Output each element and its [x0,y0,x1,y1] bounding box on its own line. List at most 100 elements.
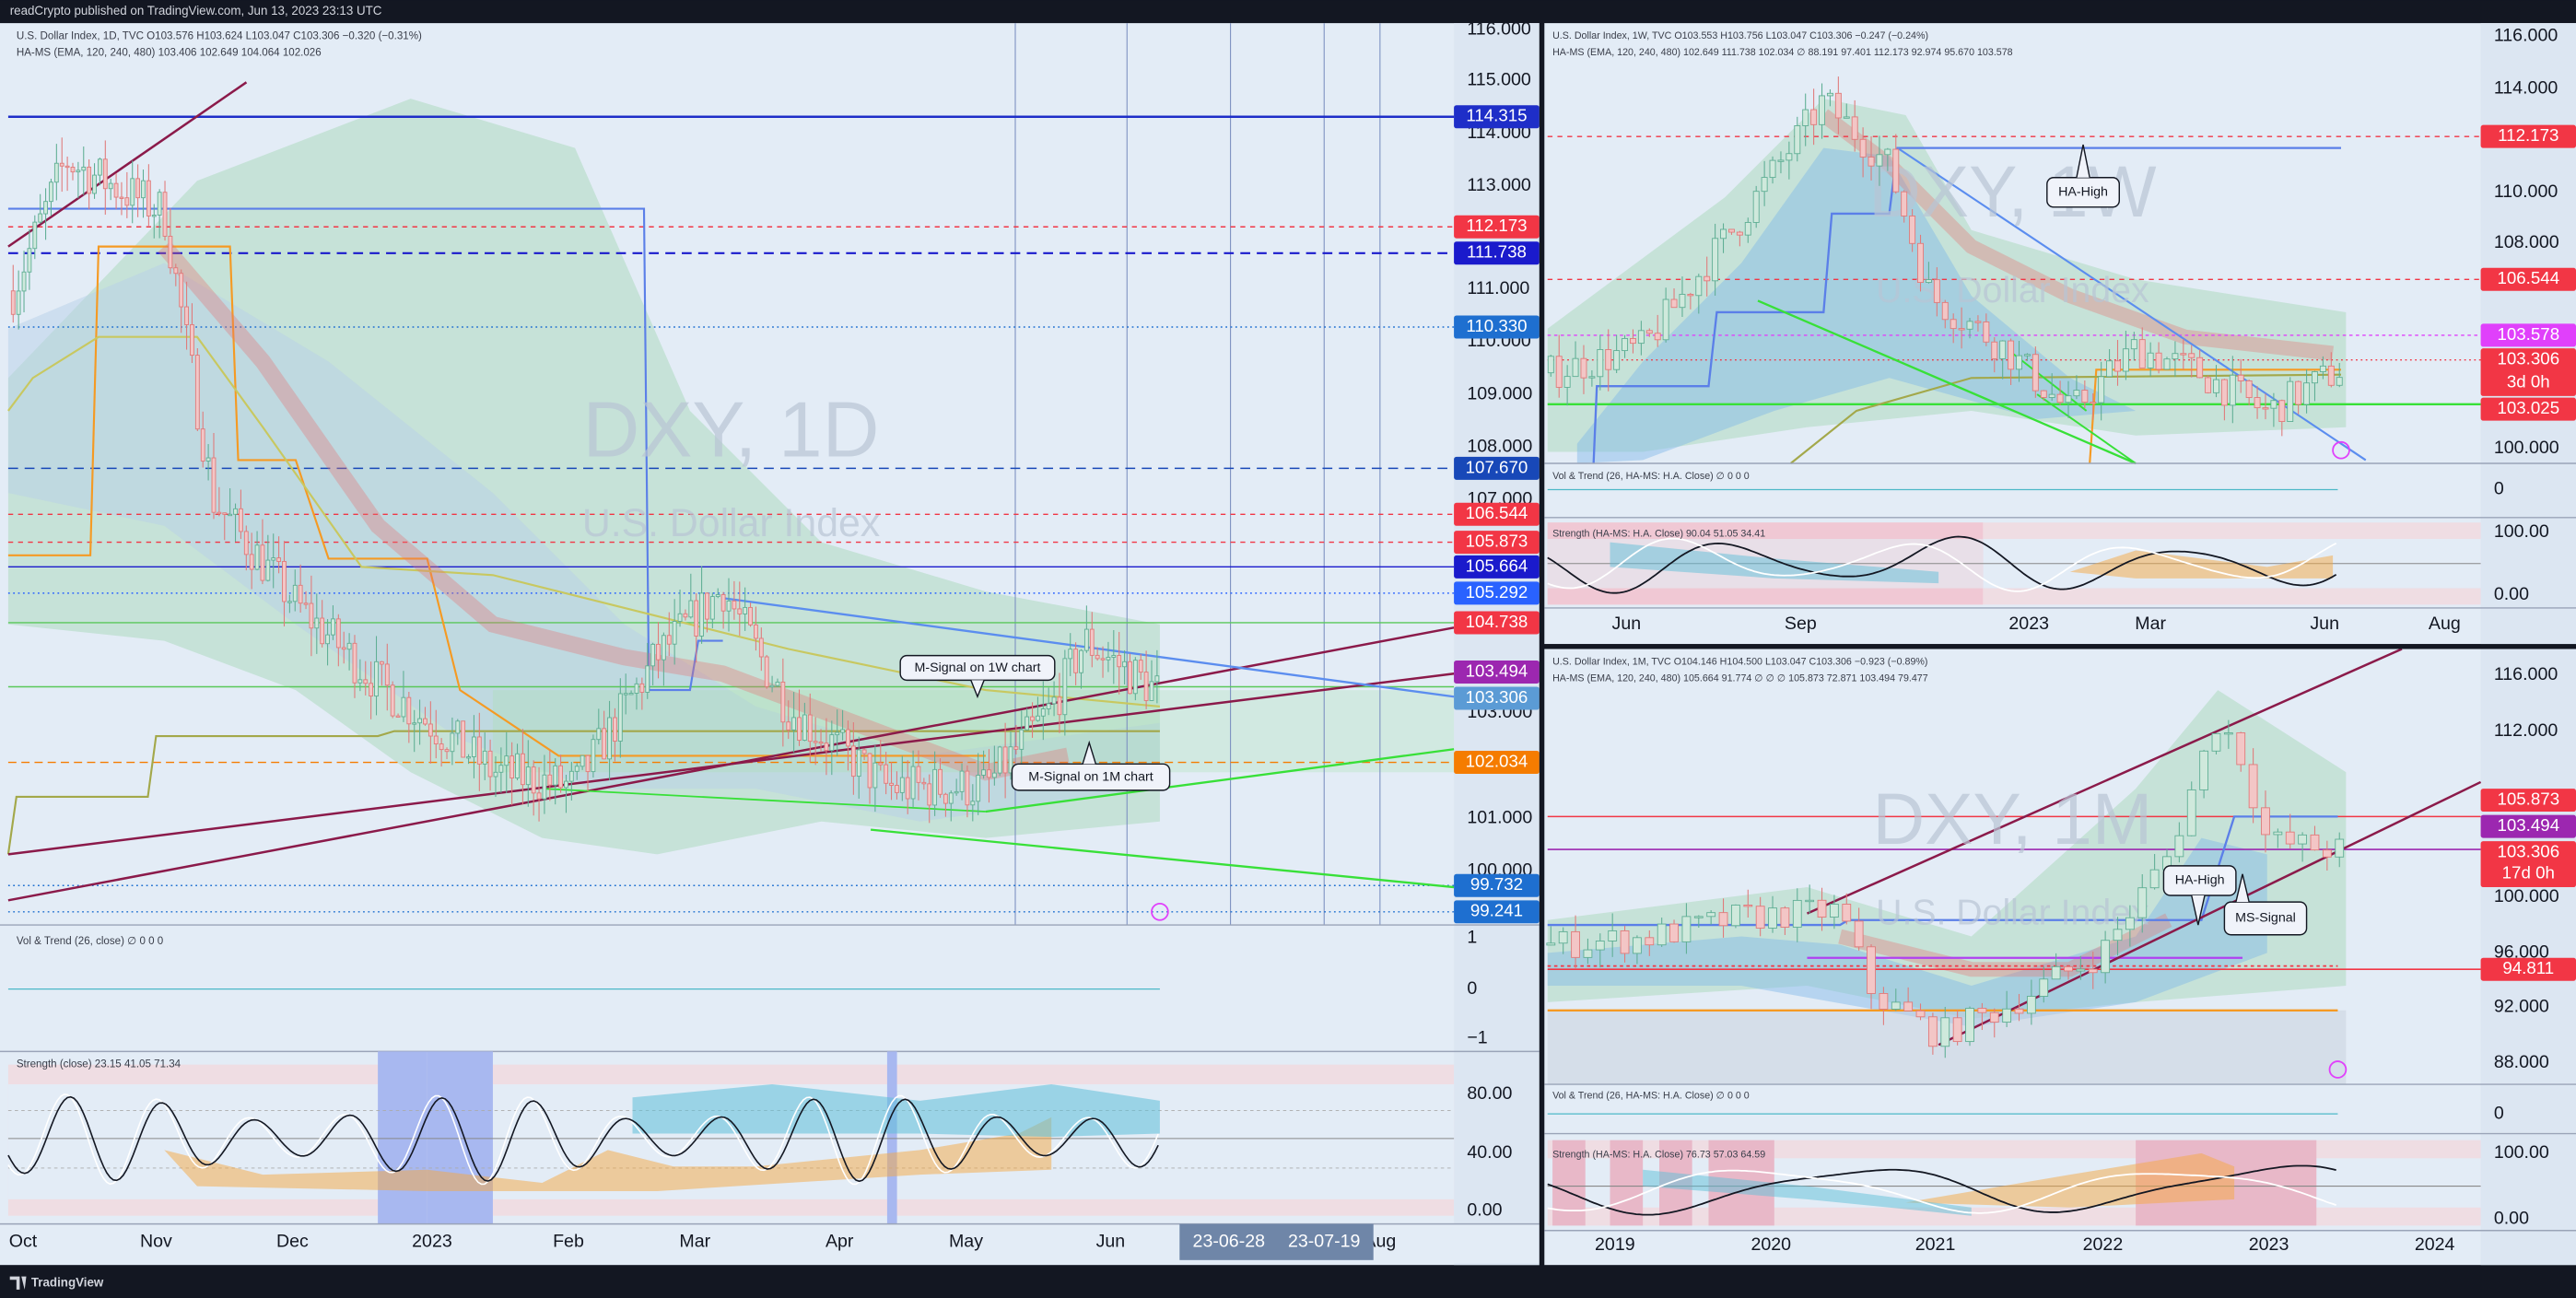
candle-body [1876,154,1883,167]
candle-body [271,557,276,561]
callout-pointer [1082,740,1097,765]
candle-body [2295,380,2302,405]
pane-background [1454,23,1540,1266]
candle-body [276,557,282,562]
candle-body [1637,330,1645,345]
candle-body [1154,675,1160,683]
ma-step-line [1547,815,2338,927]
candle-body [2180,353,2187,356]
candle-body [363,679,369,684]
candle-body [2130,339,2137,350]
candle-body [564,780,568,789]
trend-line [870,828,1455,889]
candle-body [1755,906,1765,929]
candle-body [76,170,81,173]
candle-body [677,613,683,622]
trend-line [1806,648,2403,915]
candle-body [2211,732,2221,752]
watermark: DXY, 1D [583,386,880,474]
candle-body [965,770,970,806]
candle-body [856,749,861,778]
price-label: 94.811 [2502,958,2554,977]
candle-body [87,166,92,194]
candle-body [124,197,130,206]
candle-body [861,749,867,754]
candle-body [748,606,753,626]
candle-body [379,661,384,665]
candle-body [818,742,824,744]
price-scale-label: 116.000 [2494,664,2558,684]
candle-body [92,174,97,194]
strength-scale-label: 40.00 [1467,1142,1512,1163]
price-label: 114.315 [1466,106,1527,125]
candle-body [797,717,802,741]
candle-body [395,715,401,718]
band-fill [1576,147,2137,464]
callout-text: HA-High [2175,873,2225,888]
time-axis-label: Aug [2429,614,2461,634]
candle-body [1605,348,1612,370]
time-axis-label: 2019 [1595,1234,1635,1255]
candle-body [184,306,189,325]
candle-body [1571,930,1580,958]
candle-body [1013,746,1019,750]
strength-scale-label: 0.00 [2494,584,2529,604]
price-label-box [1454,315,1540,339]
price-label: 103.494 [1466,661,1528,680]
candle-body [1901,191,1908,216]
vol-scale-label: 0 [1467,978,1477,999]
trend-line [7,672,1455,856]
candle-body [2270,400,2277,409]
candle-body [2327,365,2335,386]
candle-body [1991,341,1998,359]
candle-body [568,770,574,782]
trend-line [1757,299,2137,465]
candle-body [168,235,173,269]
candle-body [504,755,509,766]
candle-body [157,192,162,216]
candle-body [895,785,899,793]
price-label: 111.738 [1467,242,1527,262]
candle-body [1687,294,1694,297]
countdown: 3d 0h [2507,372,2550,392]
candle-body [720,594,726,612]
candle-body [2073,390,2080,397]
candle-body [1917,242,1924,283]
pane-background [378,1051,427,1224]
candle-body [878,762,884,766]
candle-body [1597,348,1604,378]
candle-body [699,592,704,637]
candle-body [2205,377,2212,393]
candle-body [835,731,840,736]
candle-body [1073,649,1079,673]
candle-body [1079,649,1083,673]
candle-body [645,665,650,693]
price-label: 103.306 [1466,687,1528,707]
candle-body [439,743,444,751]
candle-body [1768,907,1777,929]
candle-body [910,766,916,800]
candle-body [49,181,53,203]
candle-body [43,201,48,215]
candle-body [666,635,672,645]
price-label-box [1454,873,1540,897]
strength-scale-label: 0.00 [2494,1208,2529,1228]
candle-body [2016,355,2022,370]
candle-body [1952,1017,1962,1043]
price-scale-label: 113.000 [1467,175,1531,195]
candle-body [1572,357,1579,378]
price-label-box [2480,814,2576,838]
candle-body [899,777,905,793]
trend-line [985,748,1455,813]
candle-body [1933,279,1940,303]
candle-body [542,774,547,800]
candle-body [352,642,357,684]
band-fill [1905,1152,2235,1208]
replay-icon [2328,1060,2348,1079]
candle-body [205,457,211,462]
price-scale-label: 114.000 [2494,78,2558,99]
candle-body [754,624,758,639]
candle-body [1633,937,1642,954]
price-label: 105.292 [1466,582,1528,602]
candle-body [450,732,455,753]
